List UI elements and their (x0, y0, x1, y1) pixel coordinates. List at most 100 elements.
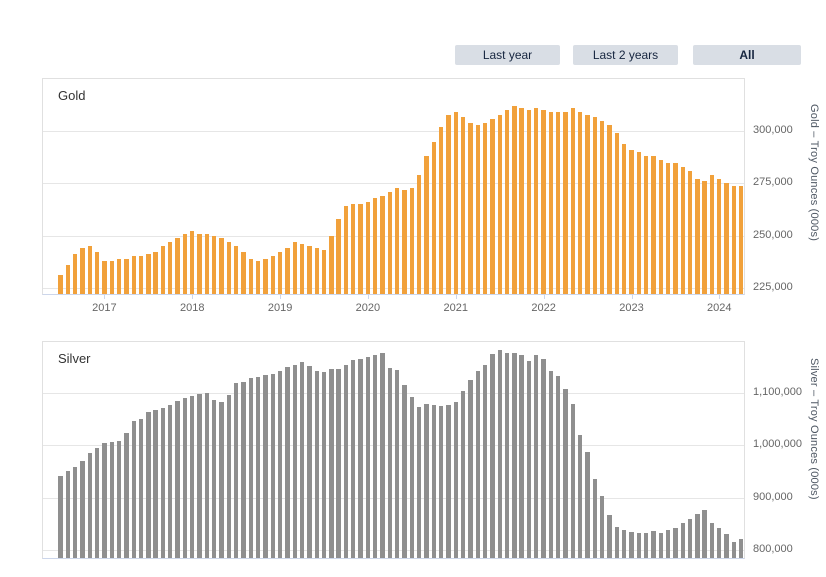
silver-bar[interactable] (395, 369, 400, 558)
gold-bar[interactable] (131, 256, 136, 294)
silver-bar[interactable] (585, 452, 590, 558)
gold-bar[interactable] (277, 252, 283, 294)
gold-bar[interactable] (431, 141, 436, 294)
silver-bar[interactable] (168, 404, 173, 558)
gold-bar[interactable] (424, 156, 429, 294)
gold-bar[interactable] (578, 112, 583, 294)
gold-bar[interactable] (570, 108, 576, 294)
gold-bar[interactable] (197, 233, 202, 294)
gold-bar[interactable] (687, 170, 693, 294)
gold-bar[interactable] (621, 143, 627, 294)
gold-bar[interactable] (336, 218, 341, 294)
gold-bar[interactable] (497, 114, 502, 294)
silver-bar[interactable] (438, 405, 444, 558)
gold-bar[interactable] (299, 243, 305, 294)
gold-bar[interactable] (658, 160, 663, 294)
gold-bar[interactable] (292, 241, 297, 294)
silver-bar[interactable] (629, 531, 634, 558)
silver-bar[interactable] (431, 405, 436, 558)
silver-bar[interactable] (680, 522, 685, 558)
gold-bar[interactable] (402, 189, 407, 294)
silver-bar[interactable] (292, 365, 297, 558)
gold-bar[interactable] (512, 106, 517, 294)
gold-bar[interactable] (607, 124, 612, 294)
silver-bar[interactable] (299, 362, 305, 558)
gold-bar[interactable] (438, 127, 444, 294)
silver-bar[interactable] (512, 353, 517, 558)
silver-bar[interactable] (314, 370, 319, 558)
gold-bar[interactable] (673, 162, 678, 294)
gold-bar[interactable] (519, 108, 524, 294)
silver-bar[interactable] (190, 396, 195, 558)
gold-bar[interactable] (212, 235, 217, 294)
gold-bar[interactable] (233, 246, 239, 294)
gold-bar[interactable] (321, 250, 327, 294)
silver-bar[interactable] (717, 527, 722, 558)
silver-bar[interactable] (365, 357, 371, 558)
silver-bar[interactable] (614, 526, 619, 558)
silver-bar[interactable] (475, 370, 480, 558)
silver-bar[interactable] (146, 412, 151, 558)
silver-bar[interactable] (182, 397, 188, 558)
gold-bar[interactable] (446, 114, 451, 294)
gold-bar[interactable] (146, 254, 151, 294)
gold-bar[interactable] (453, 112, 458, 294)
silver-bar[interactable] (175, 401, 180, 558)
silver-bar[interactable] (570, 403, 576, 558)
gold-bar[interactable] (739, 185, 744, 294)
silver-bar[interactable] (621, 530, 627, 558)
gold-bar[interactable] (102, 260, 107, 294)
gold-bar[interactable] (263, 258, 268, 294)
silver-bar[interactable] (131, 421, 136, 558)
gold-bar[interactable] (365, 202, 371, 294)
silver-bar[interactable] (665, 529, 671, 558)
silver-bar[interactable] (497, 349, 502, 558)
range-button-all[interactable]: All (693, 45, 801, 65)
silver-bar[interactable] (219, 401, 224, 558)
gold-bar[interactable] (534, 108, 539, 294)
gold-bar[interactable] (160, 246, 166, 294)
silver-bar[interactable] (255, 376, 261, 558)
gold-bar[interactable] (65, 264, 70, 294)
silver-bar[interactable] (607, 514, 612, 558)
gold-bar[interactable] (80, 248, 85, 294)
gold-bar[interactable] (285, 248, 290, 294)
gold-bar[interactable] (695, 179, 700, 294)
silver-bar[interactable] (160, 407, 166, 558)
gold-bar[interactable] (468, 122, 473, 294)
gold-bar[interactable] (460, 116, 466, 294)
silver-bar[interactable] (424, 404, 429, 558)
gold-bar[interactable] (94, 252, 100, 294)
silver-bar[interactable] (212, 400, 217, 558)
silver-bar[interactable] (358, 358, 363, 558)
gold-bar[interactable] (387, 191, 393, 294)
silver-bar[interactable] (226, 395, 232, 558)
gold-bar[interactable] (556, 112, 561, 294)
silver-bar[interactable] (526, 360, 532, 558)
gold-bar[interactable] (241, 252, 246, 294)
gold-bar[interactable] (109, 260, 114, 294)
silver-bar[interactable] (556, 376, 561, 558)
gold-bar[interactable] (651, 156, 656, 294)
gold-bar[interactable] (599, 120, 605, 294)
silver-bar[interactable] (380, 353, 385, 558)
gold-bar[interactable] (307, 246, 312, 294)
silver-bar[interactable] (80, 461, 85, 558)
silver-bar[interactable] (65, 470, 70, 558)
silver-bar[interactable] (416, 407, 422, 558)
gold-bar[interactable] (504, 110, 510, 294)
silver-bar[interactable] (109, 441, 114, 558)
gold-bar[interactable] (138, 256, 144, 294)
gold-bar[interactable] (314, 248, 319, 294)
gold-bar[interactable] (490, 118, 495, 294)
silver-bar[interactable] (373, 355, 378, 558)
silver-bar[interactable] (58, 475, 63, 558)
silver-bar[interactable] (460, 391, 466, 558)
silver-bar[interactable] (651, 531, 656, 558)
silver-bar[interactable] (409, 397, 415, 558)
silver-bar[interactable] (490, 354, 495, 558)
silver-bar[interactable] (709, 522, 715, 558)
silver-bar[interactable] (563, 389, 568, 558)
gold-bar[interactable] (643, 156, 649, 294)
silver-bar[interactable] (519, 355, 524, 558)
